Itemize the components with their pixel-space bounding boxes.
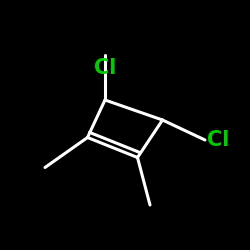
Text: Cl: Cl <box>208 130 230 150</box>
Text: Cl: Cl <box>94 58 116 78</box>
